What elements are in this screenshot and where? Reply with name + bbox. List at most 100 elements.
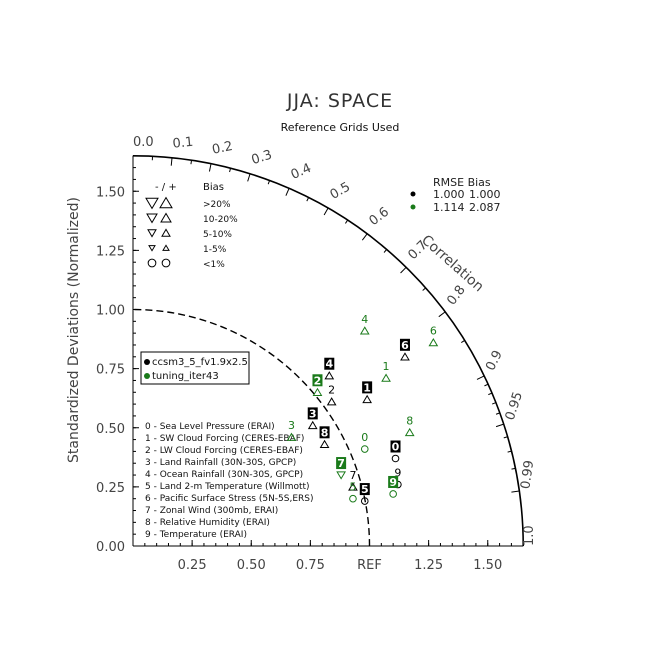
y-tick-label: 1.50: [96, 185, 125, 200]
correlation-tick: [286, 188, 289, 195]
variable-list-item: 8 - Relative Humidity (ERAI): [145, 518, 270, 528]
y-axis-label: Standardized Deviations (Normalized): [66, 197, 82, 463]
point-label: 5: [349, 481, 356, 494]
variable-list-item: 5 - Land 2-m Temperature (Willmott): [145, 482, 310, 492]
cases-legend-dot: [144, 359, 150, 365]
bias-legend-row-label: 10-20%: [203, 215, 238, 225]
point-label: 4: [325, 358, 333, 371]
variable-list-item: 0 - Sea Level Pressure (ERAI): [145, 422, 275, 432]
variable-list-item: 3 - Land Rainfall (30N-30S, GPCP): [145, 458, 296, 468]
cases-legend-dot: [144, 373, 150, 379]
bias-legend-row-label: <1%: [203, 260, 225, 270]
bias-legend-minus-marker: [148, 259, 156, 267]
data-point-marker: [309, 422, 317, 429]
correlation-tick: [492, 403, 496, 404]
correlation-tick-label: 1.0: [522, 525, 537, 546]
point-label: 7: [337, 457, 345, 470]
variable-list-item: 9 - Temperature (ERAI): [145, 530, 247, 540]
point-label: 9: [389, 476, 397, 489]
data-point-marker: [401, 353, 409, 360]
x-tick-label: 1.50: [473, 558, 502, 573]
data-point-marker: [328, 398, 336, 405]
bias-legend-header-sign: - / +: [155, 182, 177, 193]
correlation-tick: [268, 180, 269, 184]
correlation-tick: [496, 424, 504, 426]
y-tick-label: 0.50: [96, 422, 125, 437]
correlation-tick: [511, 491, 519, 492]
data-point-marker: [313, 389, 321, 396]
chart-subtitle: Reference Grids Used: [281, 121, 400, 134]
x-tick-label: 0.25: [178, 558, 207, 573]
chart-title: JJA: SPACE: [286, 90, 393, 112]
data-point-marker: [361, 327, 369, 334]
bias-legend-row-label: 5-10%: [203, 230, 232, 240]
correlation-tick: [191, 160, 192, 164]
data-point-marker: [325, 372, 333, 379]
correlation-tick: [423, 288, 426, 291]
correlation-tick: [439, 312, 445, 317]
data-point-marker: [321, 441, 329, 448]
stats-legend-bias: 2.087: [469, 201, 501, 214]
correlation-tick-label: 0.9: [483, 348, 506, 373]
stats-legend-rmse: 1.000: [433, 188, 465, 201]
variable-list-item: 7 - Zonal Wind (300mb, ERAI): [145, 506, 278, 516]
correlation-tick-label: 0.6: [367, 205, 393, 229]
correlation-tick: [477, 376, 484, 379]
correlation-tick: [324, 208, 328, 215]
data-point-marker: [350, 495, 357, 502]
correlation-tick: [508, 451, 512, 452]
bias-legend-plus-marker: [162, 229, 170, 236]
point-label: 6: [401, 339, 409, 352]
correlation-tick-label: 0.8: [444, 283, 468, 309]
point-label: 6: [430, 325, 437, 338]
correlation-tick-label: 0.0: [133, 135, 154, 150]
y-tick-label: 0.25: [96, 481, 125, 496]
correlation-tick-label: 0.2: [211, 139, 234, 158]
point-label: 4: [361, 313, 368, 326]
bias-legend-plus-marker: [161, 214, 171, 223]
bias-legend-row-label: 1-5%: [203, 245, 227, 255]
data-point-marker: [392, 455, 399, 462]
y-tick-label: 1.00: [96, 304, 125, 319]
bias-legend-minus-marker: [146, 198, 158, 208]
point-label: 0: [392, 440, 400, 453]
variable-list-item: 1 - SW Cloud Forcing (CERES-EBAF): [145, 434, 304, 444]
point-label: 3: [288, 419, 295, 432]
correlation-tick: [496, 413, 500, 414]
cases-legend-label: tuning_iter43: [152, 371, 219, 382]
correlation-tick: [307, 198, 309, 202]
variable-list-item: 4 - Ocean Rainfall (30N-30S, GPCP): [145, 470, 303, 480]
correlation-tick-label: 0.95: [503, 390, 526, 422]
data-point-marker: [382, 374, 390, 381]
correlation-tick-label: 0.5: [328, 180, 353, 203]
correlation-tick-label: 0.99: [518, 459, 537, 490]
point-label: 8: [406, 414, 413, 427]
point-label: 2: [328, 384, 335, 397]
correlation-tick: [362, 234, 367, 240]
y-tick-label: 0.75: [96, 363, 125, 378]
correlation-tick: [488, 393, 492, 395]
correlation-tick-label: 0.3: [250, 148, 274, 169]
data-point-marker: [363, 396, 371, 403]
point-label: 1: [383, 360, 390, 373]
correlation-tick-label: 0.1: [172, 135, 194, 152]
bias-legend-row-label: >20%: [203, 200, 231, 210]
point-label: 5: [361, 483, 369, 496]
correlation-tick: [345, 220, 347, 223]
data-point-marker: [337, 472, 345, 479]
data-point-marker: [429, 339, 437, 346]
x-tick-label: 0.75: [296, 558, 325, 573]
correlation-tick: [401, 267, 407, 273]
correlation-tick-label: 0.4: [289, 161, 314, 183]
correlation-tick: [230, 168, 231, 172]
data-point-marker: [406, 429, 414, 436]
correlation-tick: [171, 158, 172, 166]
variable-list-item: 2 - LW Cloud Forcing (CERES-EBAF): [145, 446, 303, 456]
stats-legend-bias: 1.000: [469, 188, 501, 201]
bias-legend-plus-marker: [163, 245, 169, 250]
y-tick-label: 1.25: [96, 244, 125, 259]
correlation-tick: [461, 340, 464, 342]
point-label: 3: [309, 407, 317, 420]
